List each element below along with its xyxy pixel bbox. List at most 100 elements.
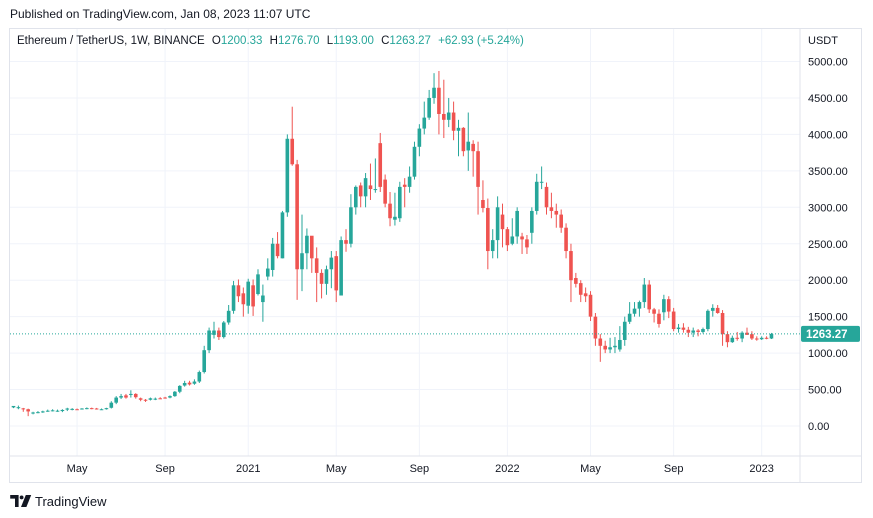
candle-body bbox=[520, 236, 524, 240]
low-value: 1193.00 bbox=[333, 35, 374, 47]
candle bbox=[60, 409, 65, 413]
candle bbox=[588, 291, 593, 322]
y-tick-label: 3000.00 bbox=[808, 202, 848, 214]
candle-body bbox=[725, 334, 730, 343]
y-tick-label: 1500.00 bbox=[808, 312, 848, 324]
candle-body bbox=[652, 309, 656, 314]
candle bbox=[461, 127, 466, 157]
candle-body bbox=[451, 112, 456, 131]
candle-body bbox=[544, 186, 549, 208]
candle bbox=[94, 407, 99, 410]
candle-body bbox=[41, 411, 45, 413]
candle bbox=[99, 408, 104, 411]
candle bbox=[36, 411, 40, 414]
candle-body bbox=[202, 350, 207, 373]
candle-body bbox=[706, 310, 710, 330]
candle bbox=[393, 192, 397, 226]
candle bbox=[124, 393, 128, 399]
candle-body bbox=[50, 410, 55, 412]
candle-body bbox=[187, 382, 192, 385]
candle bbox=[31, 411, 35, 415]
candle bbox=[217, 327, 221, 340]
candle bbox=[55, 409, 60, 412]
candle bbox=[632, 302, 637, 317]
candle-body bbox=[65, 408, 70, 410]
candle bbox=[241, 287, 246, 317]
tradingview-footer[interactable]: TradingView bbox=[10, 492, 107, 510]
candle-body bbox=[339, 240, 343, 296]
candle bbox=[627, 302, 632, 324]
candle bbox=[153, 397, 158, 401]
candle-body bbox=[177, 385, 182, 392]
candle-body bbox=[192, 381, 197, 384]
candle-body bbox=[534, 181, 539, 211]
candle bbox=[681, 323, 686, 333]
candle-body bbox=[60, 409, 65, 412]
candle-body bbox=[627, 313, 632, 322]
candle bbox=[236, 279, 241, 303]
candle-body bbox=[36, 412, 40, 414]
candle bbox=[119, 393, 123, 400]
candle bbox=[202, 345, 207, 374]
candle-body bbox=[657, 313, 661, 324]
candle-body bbox=[324, 269, 329, 284]
candle bbox=[671, 307, 676, 332]
candle bbox=[349, 194, 353, 248]
candle bbox=[187, 380, 192, 386]
candle-body bbox=[148, 398, 153, 400]
symbol-title[interactable]: Ethereum / TetherUS, 1W, BINANCE bbox=[17, 35, 205, 47]
candle-body bbox=[300, 253, 304, 270]
candle-body bbox=[740, 332, 744, 339]
candle bbox=[104, 407, 109, 410]
candle bbox=[363, 173, 368, 208]
candle bbox=[246, 278, 251, 314]
candle bbox=[603, 340, 607, 354]
open-label: O bbox=[211, 35, 221, 47]
candle bbox=[735, 331, 740, 341]
candle-body bbox=[735, 337, 740, 339]
time-axis: May Sep 2021 May Sep 2022 May Sep 2023 bbox=[10, 455, 861, 475]
candle-body bbox=[45, 410, 50, 412]
y-tick-label: 1000.00 bbox=[808, 348, 848, 360]
candle bbox=[89, 407, 94, 410]
candle bbox=[270, 237, 275, 277]
candle-body bbox=[427, 97, 431, 118]
candle-body bbox=[564, 227, 568, 252]
candle bbox=[706, 309, 710, 332]
candle bbox=[534, 173, 539, 215]
candle bbox=[686, 326, 691, 338]
candle bbox=[192, 379, 197, 385]
candle-body bbox=[486, 208, 490, 252]
candle-body bbox=[549, 207, 554, 211]
candle-body bbox=[368, 185, 373, 190]
low-label: L bbox=[326, 35, 334, 47]
candle bbox=[368, 163, 373, 201]
candle-body bbox=[608, 347, 612, 350]
candle-body bbox=[21, 408, 26, 410]
candle bbox=[265, 258, 270, 281]
candle bbox=[378, 132, 383, 192]
candle-body bbox=[334, 256, 339, 291]
candle bbox=[569, 243, 573, 303]
candle bbox=[339, 236, 343, 296]
candle bbox=[163, 396, 167, 399]
candle-body bbox=[471, 143, 475, 152]
x-tick-label: May bbox=[580, 463, 601, 475]
candle-body bbox=[432, 87, 436, 98]
candle bbox=[50, 409, 55, 412]
candle bbox=[696, 329, 700, 337]
candle-body bbox=[676, 327, 681, 330]
x-tick-label: May bbox=[326, 463, 347, 475]
candle bbox=[476, 141, 480, 215]
candle bbox=[451, 101, 456, 141]
candle bbox=[554, 203, 559, 228]
candle bbox=[730, 335, 735, 343]
candle-body bbox=[647, 284, 651, 310]
y-tick-label: 4500.00 bbox=[808, 93, 848, 105]
high-label: H bbox=[269, 35, 278, 47]
candle bbox=[182, 380, 187, 387]
candle-body bbox=[769, 333, 774, 339]
x-tick-label: May bbox=[67, 463, 88, 475]
tradingview-logo-icon bbox=[10, 495, 32, 507]
